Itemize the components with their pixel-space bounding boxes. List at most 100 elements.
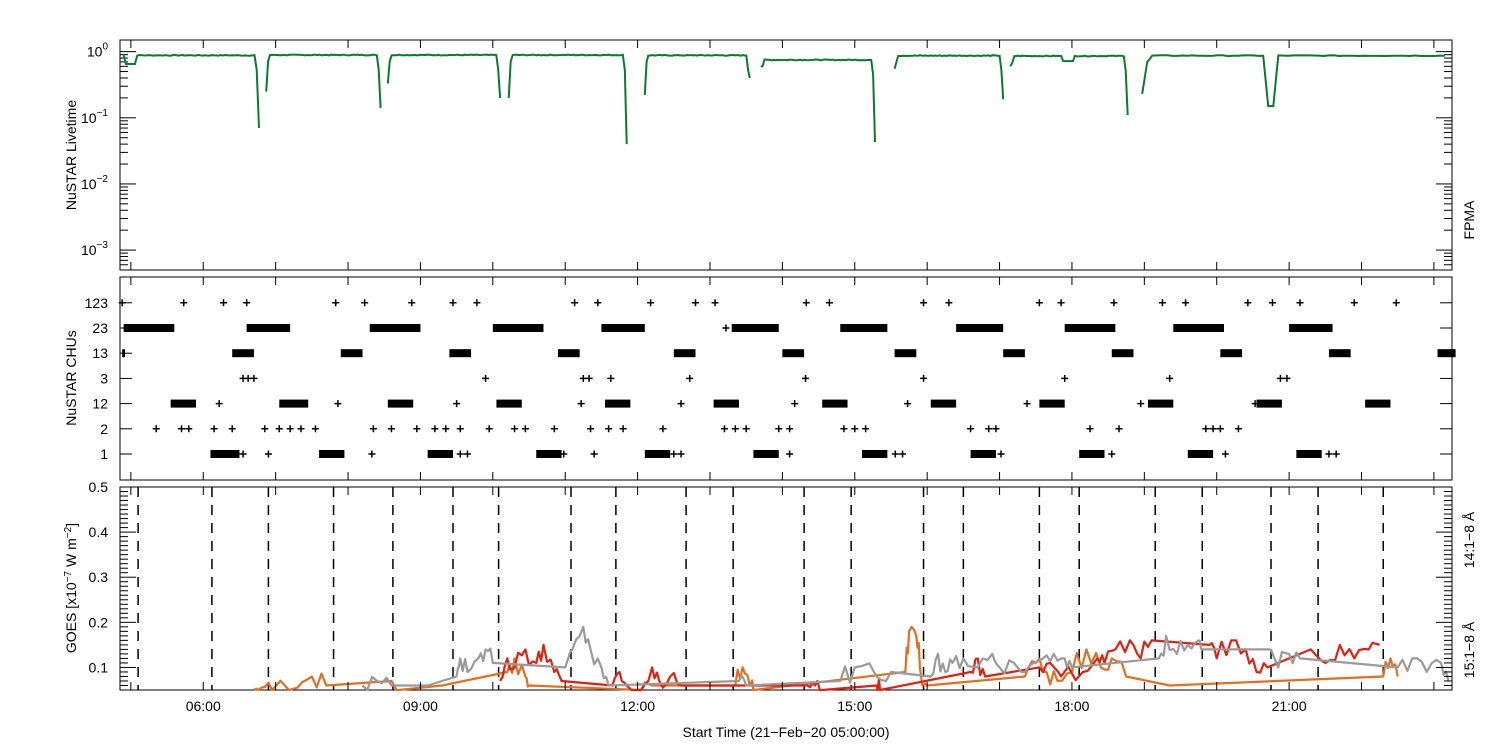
- chu-point: [220, 299, 228, 307]
- chu-point: [239, 450, 247, 458]
- chu-point: [264, 450, 272, 458]
- chu-run: [1079, 450, 1105, 458]
- chu-point: [250, 374, 258, 382]
- livetime-series-fpma: [122, 53, 1445, 145]
- chu-point: [742, 425, 750, 433]
- livetime-tick-exp: −3: [97, 240, 109, 251]
- chu-point: [453, 400, 461, 408]
- goes-ylabel-unit: W m: [63, 538, 79, 571]
- chu-run: [319, 450, 345, 458]
- chu-point: [899, 450, 907, 458]
- chu-point: [210, 425, 218, 433]
- chu-point: [571, 299, 579, 307]
- chu-point: [1209, 425, 1217, 433]
- chu-run: [970, 450, 996, 458]
- x-axis-label: Start Time (21−Feb−20 05:00:00): [682, 724, 889, 740]
- chu-point: [686, 374, 694, 382]
- chu-tick-label: 13: [92, 345, 108, 361]
- chu-point: [482, 374, 490, 382]
- chu-run: [170, 399, 197, 408]
- chu-point: [1221, 450, 1229, 458]
- x-tick-label: 06:00: [186, 698, 221, 714]
- livetime-segment: [122, 53, 260, 129]
- chu-run: [1365, 399, 1391, 408]
- chu-point: [992, 425, 1000, 433]
- chu-point: [1332, 450, 1340, 458]
- chu-tick-label: 2: [100, 421, 108, 437]
- goes15-legend-label: 15:1−8 Å: [1461, 621, 1477, 678]
- chu-point: [791, 400, 799, 408]
- chu-point: [228, 425, 236, 433]
- chu-point: [840, 425, 848, 433]
- chu-point: [1244, 299, 1252, 307]
- chu-run: [822, 399, 848, 408]
- chu-tick-label: 1: [100, 446, 108, 462]
- chu-point: [731, 425, 739, 433]
- chu-point: [332, 299, 340, 307]
- livetime-segment: [1141, 54, 1445, 108]
- chu-point: [1137, 400, 1145, 408]
- x-tick-label: 15:00: [837, 698, 872, 714]
- chu-point: [802, 299, 810, 307]
- chu-point: [1392, 299, 1400, 307]
- chu-point: [180, 299, 188, 307]
- chu-tick-label: 12: [92, 396, 108, 412]
- chu-run: [1296, 450, 1322, 458]
- goes-ylabel-exp: −7: [63, 570, 74, 582]
- x-axis: 06:00 09:00 12:00 15:00 18:00 21:00: [130, 40, 1435, 714]
- chu-run: [492, 324, 544, 332]
- chu-point: [1216, 425, 1224, 433]
- chu-point: [619, 425, 627, 433]
- livetime-tick-base: 10: [81, 242, 97, 258]
- chu-point: [118, 299, 126, 307]
- chu-run: [1064, 324, 1116, 332]
- chu-run: [1039, 399, 1065, 408]
- goes-tick-label: 0.1: [89, 659, 109, 675]
- chu-point: [261, 425, 269, 433]
- chu-point: [511, 425, 519, 433]
- goes-series-line: [499, 639, 1380, 692]
- chu-run: [340, 349, 363, 358]
- chu-point: [521, 425, 529, 433]
- chu-point: [775, 425, 783, 433]
- chu-point: [1166, 374, 1174, 382]
- chu-point: [550, 425, 558, 433]
- chu-point: [361, 299, 369, 307]
- chu-run: [1328, 349, 1351, 358]
- goes-series: [253, 625, 1450, 692]
- chu-run: [1289, 324, 1333, 332]
- livetime-segment: [507, 53, 628, 145]
- chu-run: [1256, 399, 1282, 408]
- chu-run: [601, 324, 645, 332]
- chu-run: [930, 399, 957, 408]
- chu-point: [920, 299, 928, 307]
- chu-point: [1158, 299, 1166, 307]
- livetime-tick-label: 10−1: [81, 108, 108, 126]
- goes-ylabel: GOES [x10−7 W m−2]: [63, 523, 79, 653]
- goes-dashed-lines: [137, 487, 1384, 690]
- chu-run: [894, 349, 917, 358]
- chu-run: [753, 450, 779, 458]
- chu-point: [1202, 425, 1210, 433]
- chu-point: [786, 450, 794, 458]
- chu-tick-label: 123: [85, 295, 109, 311]
- livetime-segment: [643, 53, 751, 96]
- chu-point: [692, 299, 700, 307]
- livetime-ylabel: NuSTAR Livetime: [63, 100, 79, 210]
- chu-ylabel: NuSTAR CHUs: [63, 330, 79, 425]
- livetime-segment: [1009, 54, 1129, 116]
- chu-point: [1061, 374, 1069, 382]
- livetime-segment: [265, 53, 382, 109]
- chu-point: [473, 299, 481, 307]
- chu-point: [178, 425, 186, 433]
- chu-point: [1035, 299, 1043, 307]
- chu-point: [1296, 299, 1304, 307]
- chu-point: [891, 450, 899, 458]
- chu-point: [786, 425, 794, 433]
- goes-tick-label: 0.3: [89, 569, 109, 585]
- chu-point: [577, 400, 585, 408]
- chu-point: [1023, 400, 1031, 408]
- chu-run: [605, 399, 631, 408]
